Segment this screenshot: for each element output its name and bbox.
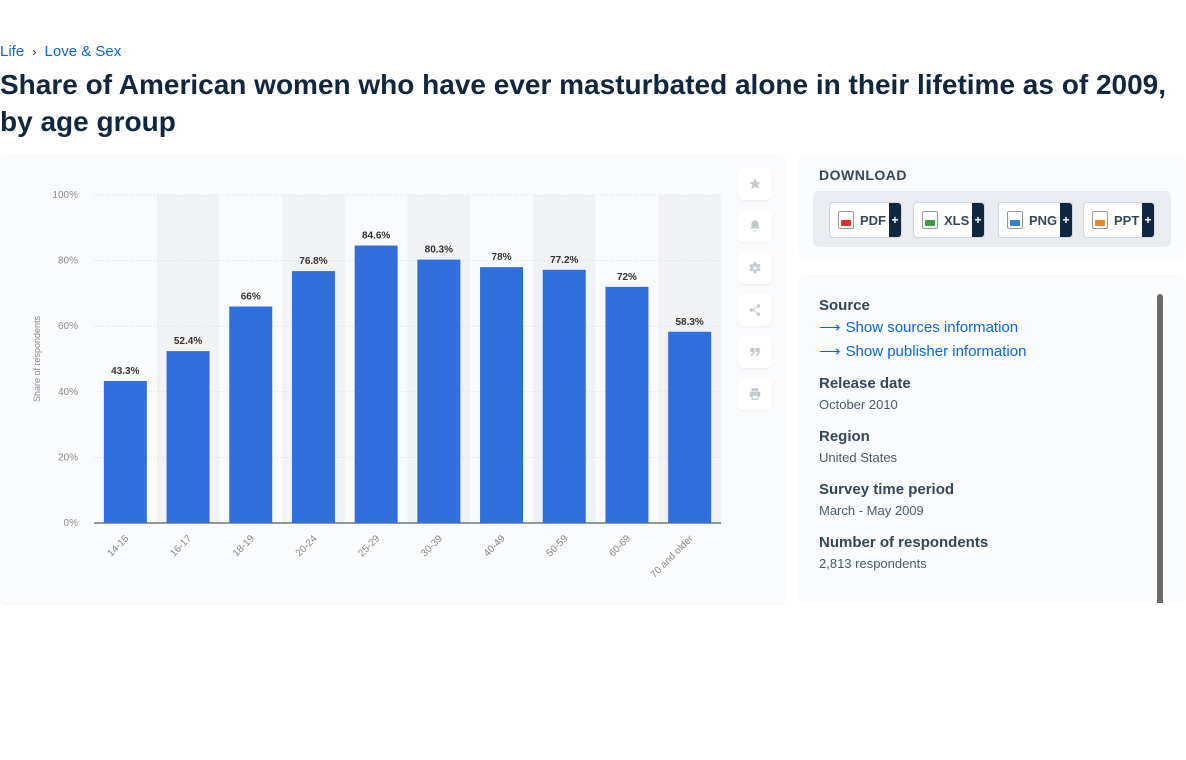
y-axis-label: Share of respondents xyxy=(32,315,42,402)
download-ppt-button[interactable]: PPT + xyxy=(1083,202,1155,238)
region-value: United States xyxy=(819,450,898,465)
x-tick-label: 30-39 xyxy=(419,533,445,559)
breadcrumb-item-love-sex[interactable]: Love & Sex xyxy=(44,43,122,60)
plus-icon: + xyxy=(1060,203,1072,237)
data-label: 80.3% xyxy=(425,245,453,256)
download-card: DOWNLOAD PDF + XLS + PNG + PPT + xyxy=(799,155,1185,259)
bar xyxy=(291,271,335,523)
x-tick-label: 60-69 xyxy=(607,533,633,559)
plus-icon: + xyxy=(1142,203,1154,237)
release-date-value: October 2010 xyxy=(819,397,898,412)
data-label: 84.6% xyxy=(362,231,390,242)
download-png-button[interactable]: PNG + xyxy=(998,202,1073,238)
favorite-button[interactable] xyxy=(738,168,772,200)
breadcrumb-item-life[interactable]: Life xyxy=(0,43,25,60)
x-tick-label: 25-29 xyxy=(356,533,382,559)
x-tick-label: 70 and older xyxy=(649,533,697,581)
data-label: 76.8% xyxy=(299,256,327,267)
bar xyxy=(542,269,586,523)
x-tick-label: 50-59 xyxy=(545,533,571,559)
breadcrumb-separator: › xyxy=(32,44,37,59)
bar xyxy=(480,267,524,523)
bar xyxy=(668,331,712,523)
y-tick-label: 100% xyxy=(52,190,78,201)
x-tick-label: 18-19 xyxy=(231,533,257,559)
download-pdf-label: PDF xyxy=(860,212,886,228)
arrow-right-icon: ⟶ xyxy=(819,319,841,336)
download-pdf-button[interactable]: PDF + xyxy=(829,202,902,238)
gear-icon xyxy=(749,262,761,274)
share-button[interactable] xyxy=(738,294,772,326)
y-tick-label: 60% xyxy=(58,321,78,332)
print-button[interactable] xyxy=(738,378,772,410)
notification-button[interactable] xyxy=(738,210,772,242)
data-label: 72% xyxy=(617,272,637,283)
respondents-value: 2,813 respondents xyxy=(819,556,927,571)
quote-icon xyxy=(750,347,760,357)
chart-toolbar xyxy=(738,168,772,410)
xls-file-icon xyxy=(922,211,938,229)
cite-button[interactable] xyxy=(738,336,772,368)
bar xyxy=(103,380,147,523)
x-tick-label: 14-15 xyxy=(106,533,132,559)
data-label: 43.3% xyxy=(111,366,139,377)
info-list: Source ⟶ Show sources information ⟶ Show… xyxy=(819,296,1149,586)
x-tick-label: 40-49 xyxy=(482,533,508,559)
y-tick-label: 0% xyxy=(64,518,79,529)
x-tick-label: 20-24 xyxy=(294,533,320,559)
bell-icon xyxy=(750,220,760,232)
x-tick-label: 16-17 xyxy=(168,533,194,559)
bar xyxy=(605,286,649,523)
bar xyxy=(166,351,210,523)
y-tick-label: 80% xyxy=(58,256,78,267)
settings-button[interactable] xyxy=(738,252,772,284)
plus-icon: + xyxy=(972,203,984,237)
arrow-right-icon: ⟶ xyxy=(819,343,841,360)
download-title: DOWNLOAD xyxy=(819,167,907,183)
info-card: Source ⟶ Show sources information ⟶ Show… xyxy=(799,274,1185,603)
show-sources-label: Show sources information xyxy=(845,319,1019,336)
chart-card: 0% 20% 40% 60% 80% 100% Share of respondents 43… xyxy=(0,155,785,603)
data-label: 78% xyxy=(492,252,512,263)
download-xls-label: XLS xyxy=(944,212,970,228)
data-label: 52.4% xyxy=(174,336,202,347)
print-icon xyxy=(749,388,761,400)
download-ppt-label: PPT xyxy=(1114,212,1140,228)
region-heading: Region xyxy=(819,428,870,445)
release-date-heading: Release date xyxy=(819,375,911,392)
survey-period-value: March - May 2009 xyxy=(819,503,924,518)
bar xyxy=(354,245,398,523)
data-label: 77.2% xyxy=(550,255,578,266)
respondents-heading: Number of respondents xyxy=(819,534,989,551)
show-sources-link[interactable]: ⟶ Show sources information xyxy=(819,316,1149,340)
download-buttons: PDF + XLS + PNG + PPT + xyxy=(813,191,1171,247)
show-publisher-link[interactable]: ⟶ Show publisher information xyxy=(819,340,1149,364)
png-file-icon xyxy=(1007,211,1023,229)
download-png-label: PNG xyxy=(1029,212,1058,228)
plus-icon: + xyxy=(889,203,901,237)
download-xls-button[interactable]: XLS + xyxy=(913,202,985,238)
bar xyxy=(417,259,461,523)
share-icon xyxy=(749,304,761,316)
bar-chart: 0% 20% 40% 60% 80% 100% Share of respondents 43… xyxy=(32,190,721,581)
pdf-file-icon xyxy=(838,211,854,229)
survey-period-heading: Survey time period xyxy=(819,481,955,498)
ppt-file-icon xyxy=(1092,211,1108,229)
y-tick-label: 20% xyxy=(58,452,78,463)
data-label: 66% xyxy=(241,292,261,303)
info-scrollbar[interactable] xyxy=(1157,294,1163,603)
show-publisher-label: Show publisher information xyxy=(845,343,1027,360)
bar xyxy=(229,306,273,523)
source-heading: Source xyxy=(819,297,870,314)
breadcrumb: Life › Love & Sex xyxy=(0,43,121,60)
star-icon xyxy=(749,178,761,190)
y-tick-label: 40% xyxy=(58,387,78,398)
page-title: Share of American women who have ever ma… xyxy=(0,69,1167,137)
data-label: 58.3% xyxy=(675,317,703,328)
